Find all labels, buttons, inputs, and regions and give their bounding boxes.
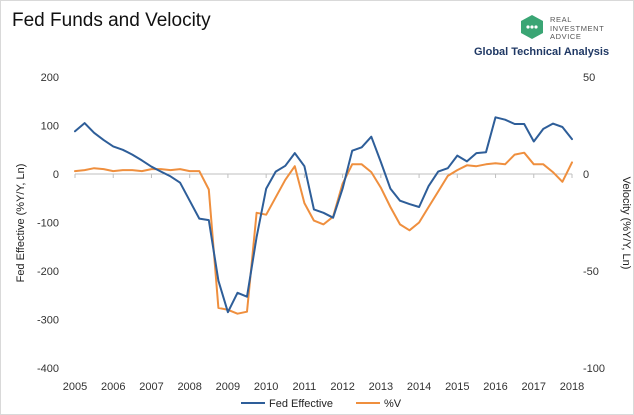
chart-legend: Fed Effective %V — [241, 398, 402, 410]
x-tick-label: 2010 — [254, 381, 278, 393]
x-tick-label: 2005 — [63, 381, 87, 393]
chart-axes: 200 100 0 -100 -200 -300 -400 50 0 -50 -100 2005 200… — [37, 72, 605, 393]
x-tick-label: 2017 — [522, 381, 546, 393]
x-tick-label: 2018 — [560, 381, 584, 393]
y-axis-right-title: Velocity (%Y/Y, Ln) — [620, 177, 632, 270]
x-tick-label: 2009 — [216, 381, 240, 393]
series-line-fed-effective — [74, 116, 573, 314]
y-tick-label-right: 0 — [583, 169, 589, 181]
x-tick-label: 2011 — [293, 381, 317, 393]
brand-logo: REAL INVESTMENT ADVICE — [518, 13, 630, 43]
x-tick-label: 2015 — [445, 381, 469, 393]
logo-line: INVESTMENT — [550, 23, 605, 33]
y-tick-label-left: 100 — [41, 121, 59, 133]
y-tick-label-right: -100 — [583, 363, 605, 375]
logo-wordmark: REAL INVESTMENT ADVICE — [550, 15, 605, 42]
y-tick-label-left: -300 — [37, 315, 59, 327]
legend-fed-effective-label: Fed Effective — [269, 398, 333, 410]
legend-velocity-label: %V — [384, 398, 402, 410]
y-tick-label-left: 0 — [53, 169, 59, 181]
y-axis-left-title: Fed Effective (%Y/Y, Ln) — [15, 164, 27, 283]
logo-badge-icon — [521, 15, 543, 39]
x-tick-label: 2012 — [330, 381, 354, 393]
chart-subtitle: Global Technical Analysis — [474, 46, 610, 58]
series-line-velocity — [74, 151, 573, 315]
y-tick-label-left: 200 — [41, 72, 59, 84]
y-tick-label-left: -400 — [37, 363, 59, 375]
y-tick-label-right: -50 — [583, 266, 599, 278]
chart-title: Fed Funds and Velocity — [12, 10, 211, 31]
y-tick-label-left: -200 — [37, 266, 59, 278]
x-tick-label: 2016 — [483, 381, 507, 393]
x-tick-label: 2007 — [139, 381, 163, 393]
logo-line: REAL — [550, 15, 572, 24]
y-tick-label-left: -100 — [37, 218, 59, 230]
x-tick-label: 2013 — [369, 381, 393, 393]
x-tick-label: 2014 — [407, 381, 431, 393]
y-tick-label-right: 50 — [583, 72, 595, 84]
x-tick-label: 2008 — [177, 381, 201, 393]
x-tick-label: 2006 — [101, 381, 125, 393]
logo-line: ADVICE — [550, 32, 582, 41]
chart-series-layer — [74, 116, 573, 315]
